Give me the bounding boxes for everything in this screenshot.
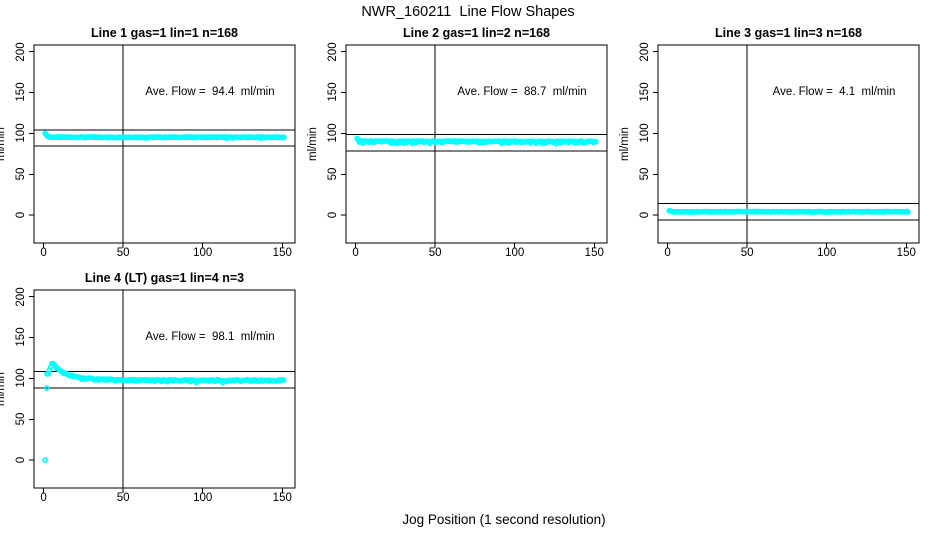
y-tick-label: 200	[327, 41, 339, 62]
y-tick-label: 150	[639, 82, 651, 103]
y-tick-label: 200	[15, 41, 27, 62]
ave-flow-annotation: Ave. Flow = 88.7 ml/min	[457, 86, 587, 99]
x-tick-label: 0	[40, 247, 47, 259]
panel-title: Line 4 (LT) gas=1 lin=4 n=3	[84, 271, 245, 285]
y-tick-label: 200	[639, 41, 651, 62]
x-tick-label: 100	[505, 247, 525, 259]
plot-area	[653, 44, 920, 248]
x-tick-label: 150	[896, 247, 916, 259]
plot-area	[341, 44, 608, 248]
x-axis-label: Jog Position (1 second resolution)	[402, 512, 606, 527]
x-tick-label: 150	[272, 492, 292, 504]
main-title: NWR_160211 Line Flow Shapes	[361, 4, 575, 20]
ave-flow-annotation: Ave. Flow = 4.1 ml/min	[772, 86, 896, 99]
y-tick-label: 0	[327, 211, 339, 219]
x-tick-label: 50	[116, 247, 130, 259]
x-tick-label: 0	[664, 247, 671, 259]
ave-flow-annotation: Ave. Flow = 94.4 ml/min	[145, 86, 275, 99]
y-tick-label: 50	[327, 167, 339, 181]
y-tick-label: 150	[327, 82, 339, 103]
x-tick-label: 0	[352, 247, 359, 259]
x-tick-label: 100	[193, 247, 213, 259]
panel-title: Line 3 gas=1 lin=3 n=168	[715, 26, 862, 40]
x-tick-label: 150	[584, 247, 604, 259]
y-tick-label: 0	[639, 211, 651, 219]
y-axis-label: ml/min	[0, 127, 7, 161]
y-tick-label: 0	[15, 456, 27, 464]
x-tick-label: 100	[817, 247, 837, 259]
y-tick-label: 50	[15, 412, 27, 426]
y-tick-label: 100	[15, 368, 27, 388]
panel-line-2: Line 2 gas=1 lin=2 n=168 ml/min Ave. Flo…	[307, 26, 608, 259]
panel-title: Line 1 gas=1 lin=1 n=168	[91, 26, 238, 40]
y-tick-label: 50	[639, 167, 651, 181]
panel-line-1: Line 1 gas=1 lin=1 n=168 ml/min Ave. Flo…	[0, 26, 296, 259]
x-tick-label: 150	[272, 247, 292, 259]
y-axis-label: ml/min	[619, 127, 631, 161]
y-tick-label: 150	[15, 82, 27, 103]
y-tick-label: 100	[15, 123, 27, 143]
y-tick-label: 0	[15, 211, 27, 219]
y-tick-label: 150	[15, 327, 27, 348]
panel-title: Line 2 gas=1 lin=2 n=168	[403, 26, 550, 40]
plot-area	[29, 44, 296, 248]
plot-area	[29, 289, 296, 493]
ave-flow-annotation: Ave. Flow = 98.1 ml/min	[145, 331, 275, 344]
panel-line-3: Line 3 gas=1 lin=3 n=168 ml/min Ave. Flo…	[619, 26, 920, 259]
y-tick-label: 100	[327, 123, 339, 143]
x-tick-label: 50	[116, 492, 130, 504]
x-tick-label: 50	[428, 247, 442, 259]
x-tick-label: 0	[40, 492, 47, 504]
y-tick-label: 200	[15, 286, 27, 307]
y-axis-label: ml/min	[307, 127, 319, 161]
panel-line-4: Line 4 (LT) gas=1 lin=4 n=3 ml/min Ave. …	[0, 271, 296, 504]
y-tick-label: 100	[639, 123, 651, 143]
y-axis-label: ml/min	[0, 372, 7, 406]
x-tick-label: 100	[193, 492, 213, 504]
x-tick-label: 50	[740, 247, 754, 259]
y-tick-label: 50	[15, 167, 27, 181]
